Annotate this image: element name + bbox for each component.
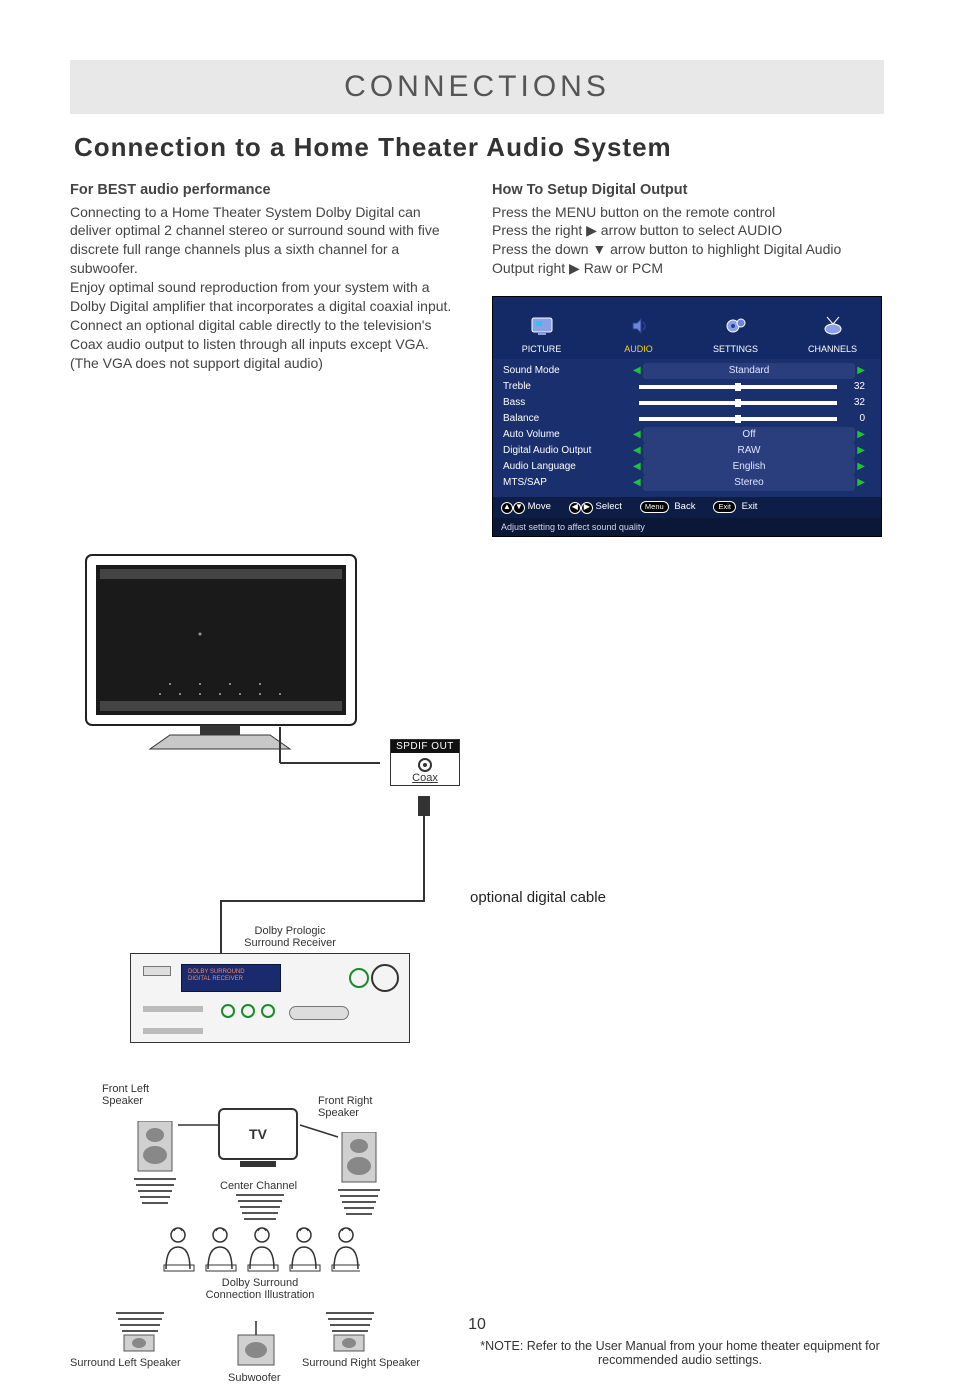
intro-columns: For BEST audio performance Connecting to… (70, 181, 884, 537)
tab-label: SETTINGS (713, 343, 758, 355)
osd-value: English (643, 459, 856, 475)
left-p1: Connecting to a Home Theater System Dolb… (70, 203, 462, 279)
exit-hint: Exit Exit (713, 501, 757, 514)
osd-value: 0 (843, 412, 865, 426)
tab-label: AUDIO (624, 343, 653, 355)
cable-segment (423, 816, 425, 900)
osd-row-lang[interactable]: Audio Language ◀English▶ (503, 459, 871, 475)
right-arrow-icon: ▶ (857, 460, 865, 474)
osd-row-treble[interactable]: Treble 32 (503, 379, 871, 395)
coax-label: Coax (391, 772, 459, 784)
osd-tab-bar: PICTURE AUDIO SETTINGS (493, 297, 881, 359)
osd-label: MTS/SAP (503, 476, 633, 490)
channels-icon (820, 313, 846, 339)
osd-label: Bass (503, 396, 633, 410)
audience-icons (160, 1225, 360, 1275)
cable-segment (220, 900, 425, 902)
settings-icon (723, 313, 749, 339)
subwoofer-label: Subwoofer (228, 1372, 281, 1384)
tv-illustration (80, 549, 380, 779)
osd-tab-channels[interactable]: CHANNELS (784, 297, 881, 359)
picture-icon (529, 313, 555, 339)
connection-diagram: SPDIF OUT Coax optional digital cable Do… (70, 549, 884, 1379)
audio-icon (626, 313, 652, 339)
section-header: CONNECTIONS (70, 60, 884, 114)
osd-row-autovol[interactable]: Auto Volume ◀Off▶ (503, 427, 871, 443)
right-arrow-icon: ▶ (857, 428, 865, 442)
av-receiver: DOLBY SURROUNDDIGITAL RECEIVER (130, 953, 410, 1043)
dolby-illustration-label: Dolby Surround Connection Illustration (190, 1277, 330, 1301)
slider-track (639, 417, 837, 421)
osd-menu: PICTURE AUDIO SETTINGS (492, 296, 882, 537)
osd-footer: ▲▼ Move ◀▶ Select Menu Back Exit Exit (493, 497, 881, 518)
left-arrow-icon: ◀ (633, 460, 641, 474)
osd-row-dao[interactable]: Digital Audio Output ◀RAW▶ (503, 443, 871, 459)
right-heading: How To Setup Digital Output (492, 181, 884, 201)
coax-port: Coax (391, 753, 459, 785)
osd-tab-audio[interactable]: AUDIO (590, 297, 687, 359)
slider-track (639, 385, 837, 389)
back-hint: Menu Back (640, 501, 696, 514)
page-subheading: Connection to a Home Theater Audio Syste… (74, 132, 884, 163)
footnote: *NOTE: Refer to the User Manual from you… (470, 1339, 890, 1367)
right-arrow-icon: ▶ (857, 364, 865, 378)
osd-help-text: Adjust setting to affect sound quality (493, 518, 881, 536)
move-hint: ▲▼ Move (501, 501, 551, 514)
optional-cable-label: optional digital cable (470, 889, 606, 906)
left-arrow-icon: ◀ (633, 428, 641, 442)
right-l3: Press the down ▼ arrow button to highlig… (492, 240, 884, 278)
osd-row-mts[interactable]: MTS/SAP ◀Stereo▶ (503, 475, 871, 491)
osd-value: 32 (843, 396, 865, 410)
osd-row-bass[interactable]: Bass 32 (503, 395, 871, 411)
right-arrow-icon: ▶ (857, 444, 865, 458)
left-arrow-icon: ◀ (633, 444, 641, 458)
power-icon (349, 968, 369, 988)
osd-label: Balance (503, 412, 633, 426)
coax-jack-icon (418, 758, 432, 772)
page-number: 10 (0, 1316, 954, 1334)
osd-body: Sound Mode ◀Standard▶ Treble 32 Bass 32 … (493, 359, 881, 497)
spdif-out-panel: SPDIF OUT Coax (390, 739, 460, 786)
tv-connectors (170, 1107, 350, 1177)
osd-value: Off (643, 427, 856, 443)
left-arrow-icon: ◀ (633, 476, 641, 490)
osd-label: Auto Volume (503, 428, 633, 442)
right-l1: Press the MENU button on the remote cont… (492, 203, 884, 222)
osd-label: Treble (503, 380, 633, 394)
left-p3: (The VGA does not support digital audio) (70, 354, 462, 373)
osd-row-soundmode[interactable]: Sound Mode ◀Standard▶ (503, 363, 871, 379)
left-heading: For BEST audio performance (70, 181, 462, 201)
receiver-label: Dolby Prologic Surround Receiver (230, 925, 350, 949)
osd-tab-picture[interactable]: PICTURE (493, 297, 590, 359)
tab-label: PICTURE (522, 343, 562, 355)
osd-tab-settings[interactable]: SETTINGS (687, 297, 784, 359)
osd-label: Digital Audio Output (503, 444, 633, 458)
front-left-label: Front Left Speaker (102, 1083, 149, 1107)
right-column: How To Setup Digital Output Press the ME… (492, 181, 884, 537)
right-l2: Press the right ▶ arrow button to select… (492, 221, 884, 240)
left-arrow-icon: ◀ (633, 364, 641, 378)
spdif-title: SPDIF OUT (391, 740, 459, 753)
tab-label: CHANNELS (808, 343, 857, 355)
slider-track (639, 401, 837, 405)
osd-value: Standard (643, 363, 856, 379)
right-arrow-icon: ▶ (857, 476, 865, 490)
surround-left-label: Surround Left Speaker (70, 1357, 181, 1369)
left-p2: Enjoy optimal sound reproduction from yo… (70, 278, 462, 354)
osd-value: Stereo (643, 475, 856, 491)
cable-segment (220, 900, 222, 955)
select-hint: ◀▶ Select (569, 501, 622, 514)
osd-label: Sound Mode (503, 364, 633, 378)
cable-plug-icon (418, 796, 430, 816)
osd-row-balance[interactable]: Balance 0 (503, 411, 871, 427)
surround-right-label: Surround Right Speaker (302, 1357, 420, 1369)
osd-value: 32 (843, 380, 865, 394)
osd-label: Audio Language (503, 460, 633, 474)
volume-knob-icon (371, 964, 399, 992)
left-column: For BEST audio performance Connecting to… (70, 181, 462, 537)
osd-value: RAW (643, 443, 856, 459)
